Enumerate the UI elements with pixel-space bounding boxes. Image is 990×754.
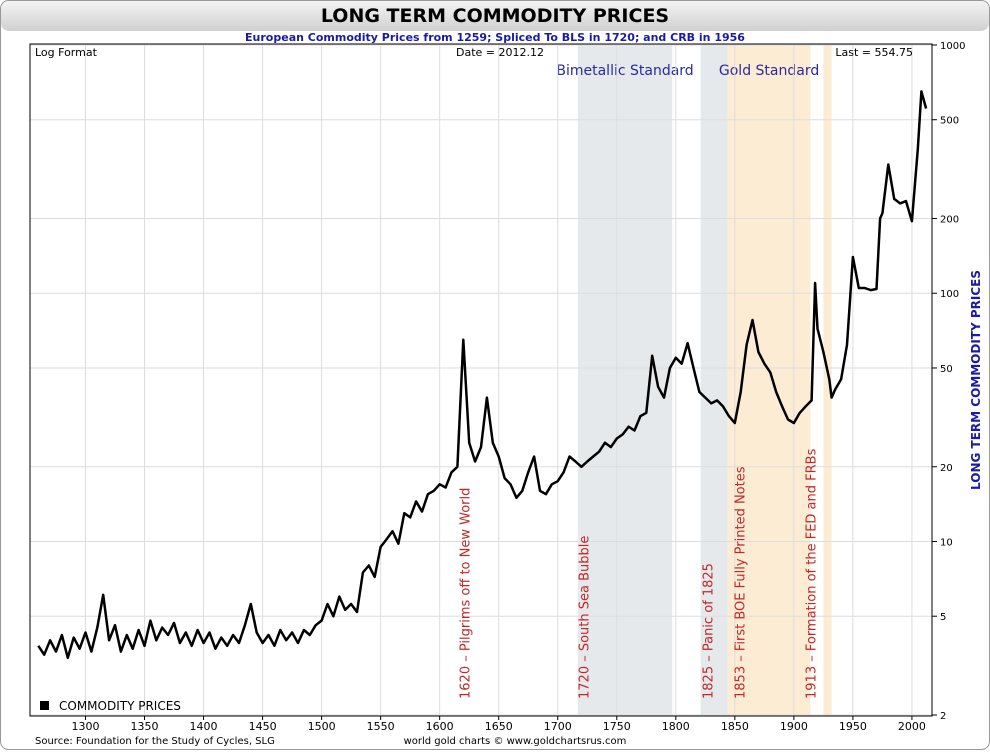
x-tick-label: 1600 bbox=[426, 720, 454, 733]
plot-border bbox=[29, 43, 933, 717]
chart-title: LONG TERM COMMODITY PRICES bbox=[321, 5, 669, 27]
region-label: Bimetallic Standard bbox=[556, 63, 693, 79]
annotation: 1913 – Formation of the FED and FRBs bbox=[804, 448, 819, 699]
y-tick-label: 200 bbox=[940, 215, 959, 226]
credit: world gold charts © www.goldchartsrus.co… bbox=[404, 736, 627, 747]
date-note: Date = 2012.12 bbox=[456, 46, 544, 59]
x-tick-label: 1650 bbox=[485, 720, 513, 733]
x-tick-label: 1550 bbox=[367, 720, 395, 733]
title-bar bbox=[1, 1, 989, 31]
y-axis-label: LONG TERM COMMODITY PRICES bbox=[969, 270, 983, 490]
x-tick-label: 1850 bbox=[721, 720, 749, 733]
y-tick-label: 2 bbox=[940, 711, 946, 722]
x-tick-label: 1950 bbox=[839, 720, 867, 733]
annotation: 1825 – Panic of 1825 bbox=[702, 563, 717, 699]
y-tick-label: 100 bbox=[940, 289, 959, 300]
x-tick-label: 1450 bbox=[249, 720, 277, 733]
x-tick-label: 1300 bbox=[71, 720, 99, 733]
annotation: 1853 – First BOE Fully Printed Notes bbox=[734, 466, 749, 699]
legend-label: COMMODITY PRICES bbox=[59, 699, 181, 713]
x-tick-label: 2000 bbox=[898, 720, 926, 733]
source: Source: Foundation for the Study of Cycl… bbox=[35, 736, 275, 747]
annotation: 1720 – South Sea Bubble bbox=[578, 536, 593, 699]
y-tick-label: 5 bbox=[940, 612, 946, 623]
legend-swatch bbox=[40, 701, 49, 710]
x-tick-label: 1750 bbox=[603, 720, 631, 733]
x-tick-label: 1350 bbox=[131, 720, 159, 733]
region bbox=[823, 44, 832, 716]
y-tick-label: 10 bbox=[940, 537, 953, 548]
format-note: Log Format bbox=[35, 46, 98, 59]
x-tick-label: 1700 bbox=[544, 720, 572, 733]
y-tick-label: 1000 bbox=[940, 41, 965, 52]
x-tick-label: 1800 bbox=[662, 720, 690, 733]
x-tick-label: 1400 bbox=[190, 720, 218, 733]
region-label: Gold Standard bbox=[719, 63, 819, 79]
subtitle: European Commodity Prices from 1259; Spl… bbox=[245, 31, 745, 44]
plot: Bimetallic Standard Gold Standard 1300 1350… bbox=[29, 41, 965, 733]
y-tick-label: 50 bbox=[940, 364, 953, 375]
x-tick-label: 1500 bbox=[308, 720, 336, 733]
y-tick-label: 500 bbox=[940, 116, 959, 127]
line bbox=[37, 90, 928, 660]
x-tick-label: 1900 bbox=[780, 720, 808, 733]
last-note: Last = 554.75 bbox=[835, 46, 913, 59]
annotation: 1620 – Pilgrims off to New World bbox=[458, 488, 473, 699]
y-tick-label: 20 bbox=[940, 463, 953, 474]
region bbox=[700, 44, 728, 716]
